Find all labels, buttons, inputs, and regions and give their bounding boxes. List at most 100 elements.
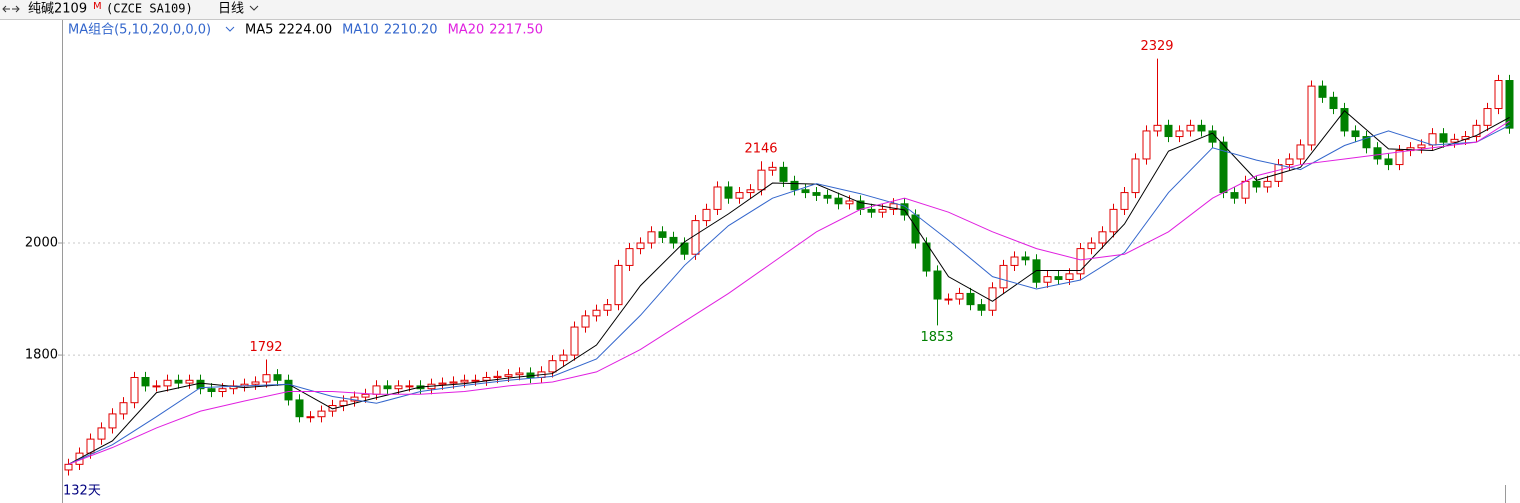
candle-body — [460, 379, 469, 383]
ma-line — [68, 124, 1510, 465]
candle-body — [1109, 208, 1118, 233]
legend-name: MA20 — [448, 23, 485, 38]
candle-body — [482, 376, 491, 381]
candle-body — [108, 413, 117, 429]
candle-body — [119, 402, 128, 415]
candle-body — [1230, 192, 1239, 199]
candle-body — [1505, 80, 1514, 129]
candle-body — [735, 192, 744, 199]
candle-body — [1021, 256, 1030, 261]
candle-body — [273, 374, 282, 381]
candle-body — [493, 375, 502, 378]
candle-body — [394, 385, 403, 390]
candle-body — [955, 292, 964, 300]
candle-body — [196, 379, 205, 390]
legend-value: 2210.20 — [384, 23, 438, 38]
candle-body — [559, 354, 568, 362]
candle-body — [1263, 180, 1272, 188]
period-dropdown[interactable] — [249, 5, 259, 11]
candle-body — [1340, 108, 1349, 132]
indicator-name[interactable]: MA组合(5,10,20,0,0,0) — [68, 23, 211, 38]
candle-body — [889, 203, 898, 210]
instrument[interactable]: 纯碱2109 — [28, 2, 87, 17]
candle-body — [647, 231, 656, 244]
low-annotation: 1853 — [920, 330, 953, 345]
high-annotation: 2146 — [744, 142, 777, 157]
candle-body — [306, 416, 315, 419]
candle-body — [944, 298, 953, 301]
candle-body — [1395, 150, 1404, 166]
day-count: 132天 — [63, 484, 101, 499]
legend-value: 2217.50 — [489, 23, 543, 38]
candle-body — [614, 264, 623, 306]
candle-body — [284, 379, 293, 401]
candle-body — [680, 242, 689, 255]
candle-body — [823, 194, 832, 199]
candle-body — [570, 326, 579, 356]
candle-body — [603, 304, 612, 311]
candle-body — [1087, 242, 1096, 250]
candle-body — [405, 385, 414, 388]
candle-body — [130, 376, 139, 404]
candle-body — [1373, 147, 1382, 160]
candle-body — [1208, 130, 1217, 143]
candle-body — [636, 242, 645, 250]
candle-body — [1010, 256, 1019, 266]
candle-body — [218, 388, 227, 392]
candle-body — [372, 385, 381, 395]
candle-body — [152, 385, 161, 388]
candle-body — [1450, 138, 1459, 143]
candle-body — [174, 379, 183, 384]
candle-body — [383, 385, 392, 390]
indicator-dropdown[interactable] — [225, 26, 235, 32]
candle-body — [1285, 158, 1294, 166]
candle-body — [812, 192, 821, 196]
candle-body — [471, 379, 480, 382]
candle-body — [1483, 108, 1492, 126]
candle-body — [911, 214, 920, 244]
candle-body — [295, 399, 304, 418]
candle-body — [185, 379, 194, 384]
candle-body — [625, 248, 634, 266]
candle-body — [933, 270, 942, 300]
candle-body — [1428, 133, 1437, 146]
candle-body — [163, 379, 172, 387]
candle-body — [1120, 192, 1129, 210]
candle-body — [438, 382, 447, 385]
candle-body — [1329, 96, 1338, 110]
candle-body — [1197, 124, 1206, 132]
candle-body — [724, 186, 733, 199]
candle-body — [977, 304, 986, 311]
candle-body — [790, 180, 799, 191]
legend-name: MA5 — [245, 23, 273, 38]
candle-body — [97, 427, 106, 440]
candle-body — [592, 309, 601, 317]
candle-body — [1307, 85, 1316, 146]
candle-body — [1252, 180, 1261, 188]
high-annotation: 1792 — [249, 340, 282, 355]
candle-body — [581, 315, 590, 328]
legend-value: 2224.00 — [278, 23, 332, 38]
y-tick-label: 1800 — [25, 348, 58, 363]
candle-body — [1098, 231, 1107, 244]
candle-body — [141, 376, 150, 387]
candle-body — [713, 186, 722, 210]
period[interactable]: 日线 — [218, 2, 244, 17]
candle-body — [1351, 130, 1360, 138]
candle-body — [1153, 124, 1162, 132]
candle-body — [1131, 158, 1140, 194]
legend-name: MA10 — [342, 23, 379, 38]
candle-body — [317, 410, 326, 418]
candle-body — [1384, 158, 1393, 166]
candle-body — [757, 169, 766, 191]
candle-body — [1076, 248, 1085, 275]
candle-body — [515, 372, 524, 376]
candle-body — [1439, 133, 1448, 143]
toolbar — [0, 0, 1520, 19]
link-icon[interactable] — [2, 5, 20, 13]
code: (CZCE SA109) — [106, 2, 193, 16]
ma-line — [68, 110, 1510, 465]
candle-body — [702, 208, 711, 222]
